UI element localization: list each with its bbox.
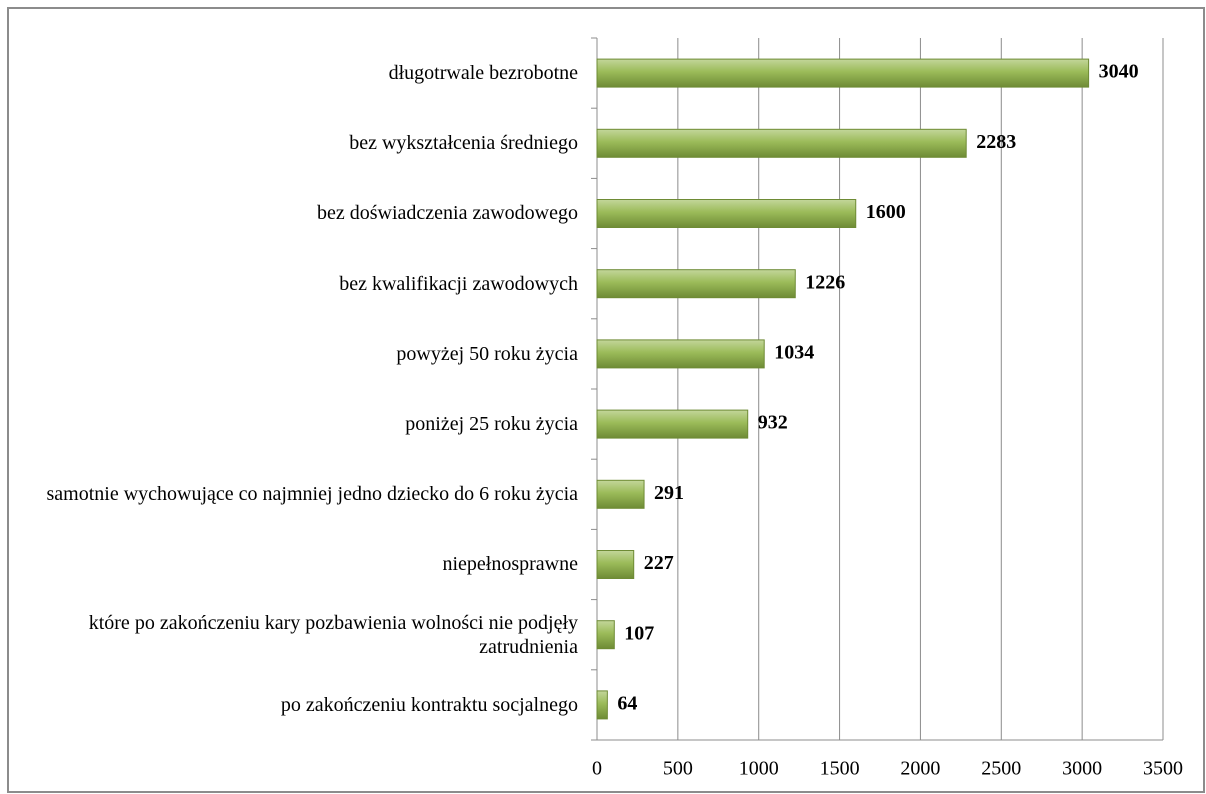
bar [596, 479, 645, 509]
y-tick-label: bez wykształcenia średniego [349, 132, 578, 155]
bar [596, 550, 635, 579]
x-tick-label: 2000 [900, 758, 940, 780]
bar [596, 269, 796, 299]
value-label: 64 [617, 692, 637, 714]
value-label: 932 [758, 412, 788, 434]
x-tick-label: 1500 [820, 758, 860, 780]
value-label: 2283 [976, 131, 1016, 153]
bar [596, 339, 765, 369]
y-tick-label: samotnie wychowujące co najmniej jedno d… [46, 483, 578, 506]
x-tick-label: 500 [663, 758, 693, 780]
value-label: 291 [654, 482, 684, 504]
value-label: 1600 [866, 201, 906, 223]
value-label: 3040 [1099, 61, 1139, 83]
y-tick-label: długotrwale bezrobotne [388, 62, 578, 85]
x-tick-label: 1000 [739, 758, 779, 780]
x-tick-label: 3500 [1143, 758, 1183, 780]
y-tick-label: bez doświadczenia zawodowego [317, 202, 578, 225]
y-tick-label: poniżej 25 roku życia [405, 413, 578, 436]
bar [596, 199, 857, 228]
x-tick-label: 2500 [981, 758, 1021, 780]
bar [596, 58, 1090, 88]
x-tick-label: 0 [592, 758, 602, 780]
y-tick-label: niepełnosprawne [442, 553, 578, 576]
value-label: 227 [644, 552, 674, 574]
y-tick-label: powyżej 50 roku życia [396, 342, 578, 365]
frame [7, 7, 1205, 793]
value-label: 1226 [805, 271, 845, 293]
x-tick-label: 3000 [1062, 758, 1102, 780]
bar [596, 620, 615, 650]
bar [596, 128, 967, 158]
value-label: 1034 [774, 341, 814, 363]
value-label: 107 [624, 622, 654, 644]
y-tick-label: po zakończeniu kontraktu socjalnego [280, 693, 578, 716]
y-tick-label: bez kwalifikacji zawodowych [339, 272, 578, 295]
bar [596, 409, 749, 439]
y-tick-label: które po zakończeniu kary pozbawienia wo… [88, 611, 578, 658]
bar [596, 690, 608, 720]
